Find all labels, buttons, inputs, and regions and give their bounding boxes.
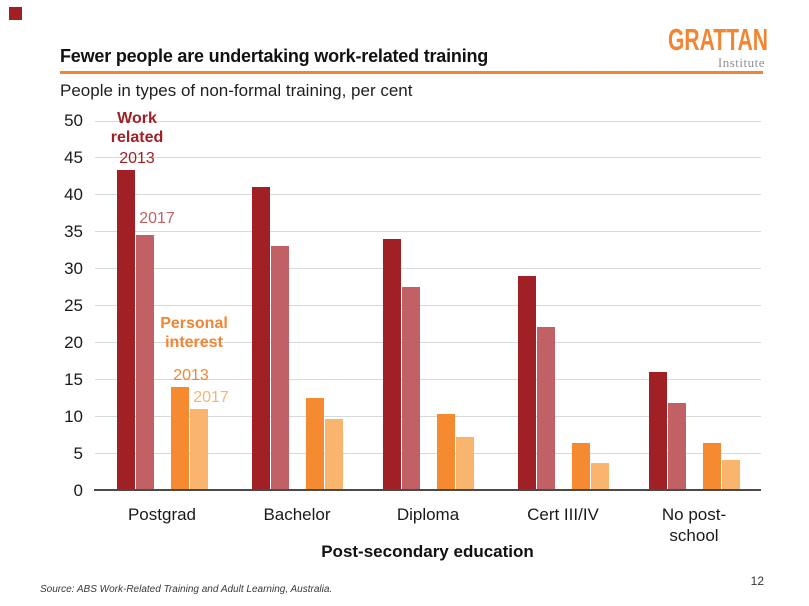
gridline-40 <box>95 194 761 196</box>
gridline-45 <box>95 157 761 159</box>
grattan-logo-institute: Institute <box>717 55 765 70</box>
x-axis-label-cert-iii-iv: Cert III/IV <box>527 505 599 524</box>
gridline-20 <box>95 342 761 344</box>
bar-work-related-2013-bachelor <box>252 187 270 490</box>
bar-work-related-2017-diploma <box>402 286 420 490</box>
source-note: Source: ABS Work-Related Training and Ad… <box>40 584 333 595</box>
y-axis-label-40: 40 <box>64 184 83 204</box>
gridline-25 <box>95 305 761 307</box>
bar-personal-interest-2017-postgrad <box>190 408 208 490</box>
y-axis-label-10: 10 <box>64 406 83 426</box>
bar-personal-interest-2013-cert-iii-iv <box>572 443 590 490</box>
gridline-30 <box>95 268 761 270</box>
work-related-label: Work related <box>110 110 164 146</box>
bar-work-related-2013-diploma <box>383 238 401 490</box>
x-axis-title: Post-secondary education <box>321 542 534 561</box>
grattan-logo: GRATTAN <box>668 22 768 57</box>
x-axis-line <box>94 489 761 491</box>
work-2013-label: 2013 <box>119 150 155 167</box>
bar-work-related-2013-no-post-school <box>649 371 667 490</box>
gridline-5 <box>95 453 761 455</box>
personal-interest-label: Personal interest <box>160 315 228 351</box>
gridline-10 <box>95 416 761 418</box>
x-axis-label-postgrad: Postgrad <box>127 505 197 524</box>
bar-personal-interest-2017-no-post-school <box>722 459 740 490</box>
bar-personal-interest-2013-postgrad <box>171 386 189 490</box>
y-axis-label-30: 30 <box>64 258 83 278</box>
y-axis-label-50: 50 <box>64 111 83 130</box>
page-title: Fewer people are undertaking work-relate… <box>60 46 489 66</box>
bar-work-related-2017-bachelor <box>271 246 289 490</box>
chart-subtitle: People in types of non-formal training, … <box>60 81 413 100</box>
bar-personal-interest-2017-cert-iii-iv <box>591 462 609 490</box>
x-axis-label-no-post-school: No post- school <box>661 505 727 545</box>
work-2017-label: 2017 <box>139 210 175 227</box>
page-number: 12 <box>750 574 764 588</box>
bar-work-related-2013-cert-iii-iv <box>518 275 536 490</box>
bar-work-related-2017-no-post-school <box>668 402 686 490</box>
x-axis-label-bachelor: Bachelor <box>263 505 331 524</box>
grattan-corner-square <box>9 7 22 20</box>
bar-personal-interest-2013-diploma <box>437 413 455 490</box>
bar-personal-interest-2017-bachelor <box>325 419 343 490</box>
title-underline <box>60 71 763 74</box>
gridline-35 <box>95 231 761 233</box>
y-axis-label-35: 35 <box>64 221 83 241</box>
y-axis-label-20: 20 <box>64 332 83 352</box>
bar-personal-interest-2017-diploma <box>456 436 474 490</box>
personal-2017-label: 2017 <box>193 389 229 406</box>
bar-work-related-2013-postgrad <box>117 170 135 490</box>
personal-2013-label: 2013 <box>173 367 209 384</box>
bar-personal-interest-2013-bachelor <box>306 397 324 490</box>
bar-personal-interest-2013-no-post-school <box>703 443 721 490</box>
bar-work-related-2017-postgrad <box>136 235 154 490</box>
gridline-15 <box>95 379 761 381</box>
gridline-50 <box>95 120 761 122</box>
y-axis-label-5: 5 <box>73 443 83 463</box>
y-axis-label-25: 25 <box>64 295 83 315</box>
y-axis-label-15: 15 <box>64 369 83 389</box>
bar-work-related-2017-cert-iii-iv <box>537 326 555 490</box>
y-axis-label-0: 0 <box>73 480 83 500</box>
y-axis-label-45: 45 <box>64 147 83 167</box>
x-axis-label-diploma: Diploma <box>396 505 460 524</box>
